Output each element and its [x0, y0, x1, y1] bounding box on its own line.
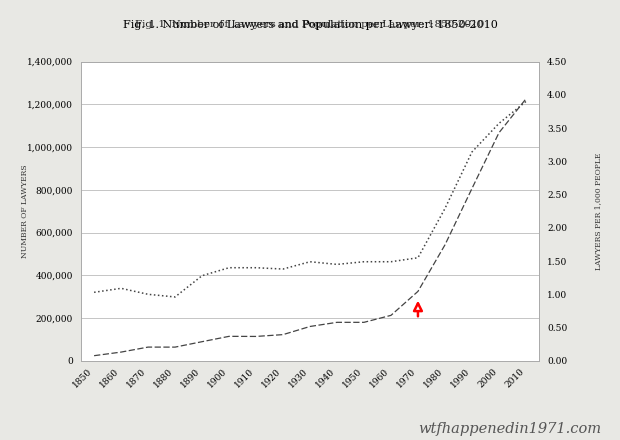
Number of lawyers — [198, 339, 206, 345]
Lawyers per 1000 People — [522, 99, 529, 104]
Text: NUMBER OF LAWYERS: NUMBER OF LAWYERS — [21, 165, 29, 258]
Number of lawyers — [144, 345, 152, 350]
Text: LAWYERS PER 1,000 PEOPLE: LAWYERS PER 1,000 PEOPLE — [595, 153, 602, 270]
Number of lawyers — [334, 320, 341, 325]
Text: wtfhappenedin1971.com: wtfhappenedin1971.com — [418, 422, 601, 436]
Lawyers per 1000 People — [171, 294, 179, 300]
Text: Fig. 1. Number of Lawyers and Population per Lawyer: 1850-2010: Fig. 1. Number of Lawyers and Population… — [135, 20, 485, 29]
Lawyers per 1000 People — [441, 206, 449, 211]
Number of lawyers — [388, 313, 395, 318]
Lawyers per 1000 People — [144, 292, 152, 297]
Lawyers per 1000 People — [306, 259, 314, 264]
Lawyers per 1000 People — [388, 259, 395, 264]
Number of lawyers — [441, 242, 449, 248]
Number of lawyers — [414, 289, 422, 294]
Lawyers per 1000 People — [468, 150, 476, 155]
Lawyers per 1000 People — [225, 265, 232, 270]
Number of lawyers — [522, 96, 529, 102]
Number of lawyers — [91, 353, 98, 358]
Lawyers per 1000 People — [117, 286, 125, 291]
Number of lawyers — [171, 345, 179, 350]
Number of lawyers — [225, 334, 232, 339]
Line: Lawyers per 1000 People: Lawyers per 1000 People — [94, 102, 526, 297]
Text: Fig. 1. Number of Lawyers and Population per Lawyer: 1850-2010: Fig. 1. Number of Lawyers and Population… — [123, 20, 497, 30]
Number of lawyers — [495, 130, 503, 136]
Number of lawyers — [252, 334, 260, 339]
Line: Number of lawyers: Number of lawyers — [94, 99, 526, 356]
Number of lawyers — [360, 320, 368, 325]
Lawyers per 1000 People — [495, 121, 503, 126]
Number of lawyers — [306, 324, 314, 329]
Number of lawyers — [117, 349, 125, 355]
Lawyers per 1000 People — [91, 290, 98, 295]
Lawyers per 1000 People — [252, 265, 260, 270]
Lawyers per 1000 People — [198, 273, 206, 279]
Lawyers per 1000 People — [414, 255, 422, 260]
Number of lawyers — [279, 332, 286, 337]
Lawyers per 1000 People — [279, 266, 286, 271]
Lawyers per 1000 People — [334, 262, 341, 267]
Lawyers per 1000 People — [360, 259, 368, 264]
Number of lawyers — [468, 186, 476, 191]
